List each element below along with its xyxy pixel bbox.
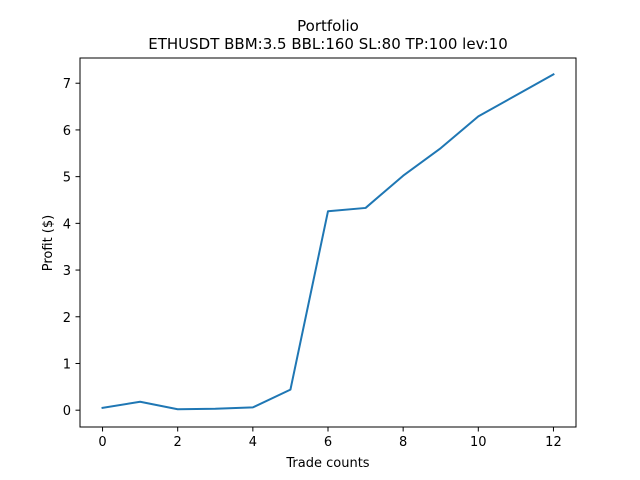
y-tick-label-2: 2 <box>63 311 71 326</box>
y-tick-label-4: 4 <box>63 217 71 232</box>
x-tick-label-0: 0 <box>98 435 106 450</box>
y-tick-label-3: 3 <box>63 264 71 279</box>
x-tick-label-4: 4 <box>249 435 257 450</box>
chart-subtitle: ETHUSDT BBM:3.5 BBL:160 SL:80 TP:100 lev… <box>148 35 508 53</box>
chart-title: Portfolio <box>297 17 359 35</box>
series-line-0 <box>101 72 555 411</box>
x-axis-label: Trade counts <box>285 456 369 471</box>
y-axis-label: Profit ($) <box>41 215 56 271</box>
x-tick-label-10: 10 <box>470 435 487 450</box>
x-tick-label-8: 8 <box>399 435 407 450</box>
y-tick-label-1: 1 <box>63 357 71 372</box>
y-tick-label-6: 6 <box>63 124 71 139</box>
plot-frame <box>79 57 577 428</box>
y-tick-label-5: 5 <box>63 171 71 186</box>
x-tick-label-2: 2 <box>174 435 182 450</box>
y-tick-label-0: 0 <box>63 404 71 419</box>
x-tick-label-12: 12 <box>545 435 562 450</box>
y-tick-label-7: 7 <box>63 77 71 92</box>
x-tick-label-6: 6 <box>324 435 332 450</box>
